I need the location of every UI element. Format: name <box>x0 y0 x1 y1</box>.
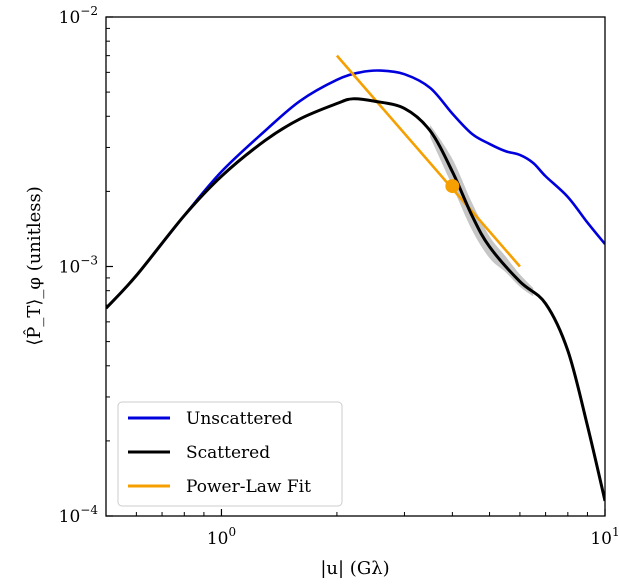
x-tick-label: 100 <box>207 525 236 549</box>
y-tick-label: 10−2 <box>59 4 98 28</box>
legend-box <box>117 401 343 507</box>
series-unscattered-line <box>106 69 605 310</box>
x-axis-label: |u| (Gλ) <box>320 558 389 579</box>
legend: Unscattered Scattered Power-Law Fit <box>117 401 343 507</box>
tick-layer: 100 101 10−4 10−3 10−2 <box>59 4 619 549</box>
series-layer <box>106 54 605 502</box>
y-tick-label: 10−3 <box>59 254 98 278</box>
y-tick-label: 10−4 <box>59 503 99 527</box>
power-law-marker <box>445 179 460 194</box>
series-scattered-band <box>430 124 534 297</box>
series-scattered-line <box>106 97 605 502</box>
x-tick-label: 101 <box>590 525 619 549</box>
legend-label-scattered: Scattered <box>186 443 270 463</box>
legend-label-unscattered: Unscattered <box>186 409 293 429</box>
legend-label-power-law-fit: Power-Law Fit <box>186 477 311 497</box>
series-power-law-fit-line <box>335 54 521 268</box>
y-axis-label: ⟨P̂_T⟩_φ (unitless) <box>23 186 45 346</box>
